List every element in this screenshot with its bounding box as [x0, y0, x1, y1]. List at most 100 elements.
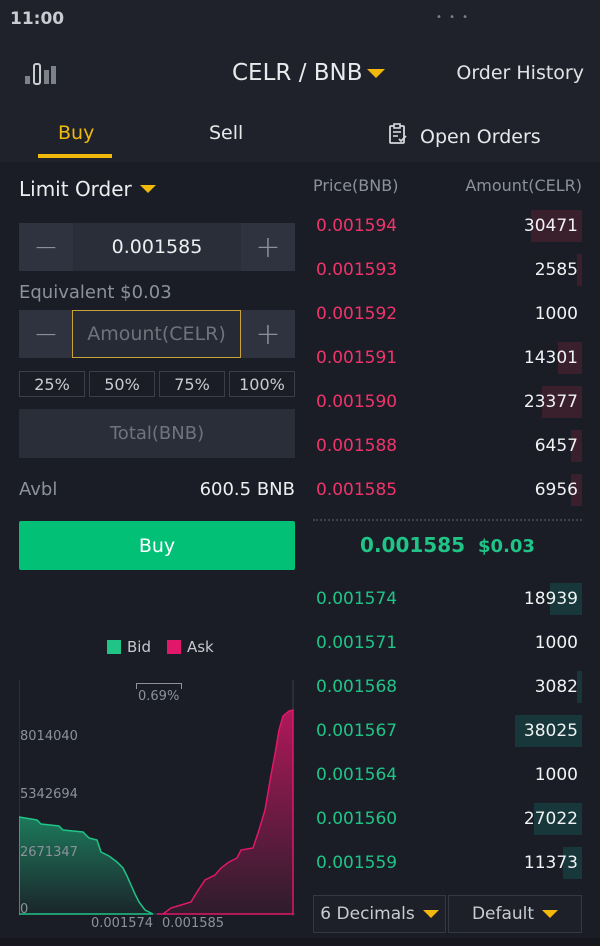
bid-depth-bar: [514, 715, 582, 747]
order-type-selector[interactable]: Limit Order: [19, 177, 156, 201]
price-input[interactable]: 0.001585: [111, 236, 203, 258]
ask-row[interactable]: 0.001591 14301: [313, 342, 582, 374]
ask-depth-bar: [576, 254, 582, 286]
total-input[interactable]: Total(BNB): [19, 409, 295, 458]
price-decrement-button[interactable]: −: [19, 223, 73, 271]
ask-swatch: [166, 640, 181, 654]
ask-amount: 14301: [523, 348, 578, 368]
bid-amount: 18939: [523, 589, 578, 609]
tab-open-orders[interactable]: Open Orders: [386, 122, 541, 151]
ask-price: 0.001592: [316, 304, 398, 324]
bid-depth-bar: [533, 803, 582, 835]
tab-buy[interactable]: Buy: [58, 122, 95, 144]
bid-row[interactable]: 0.001568 3082: [313, 671, 582, 703]
bid-row[interactable]: 0.001574 18939: [313, 583, 582, 615]
price-increment-button[interactable]: +: [241, 223, 295, 271]
tab-sell[interactable]: Sell: [209, 122, 244, 144]
chart-icon[interactable]: [24, 60, 58, 86]
clipboard-icon: [386, 122, 410, 151]
view-mode-selector[interactable]: Default: [448, 895, 582, 933]
bid-amount: 11373: [523, 853, 578, 873]
orderbook-price-header: Price(BNB): [313, 176, 399, 195]
bid-amount: 1000: [534, 633, 578, 653]
tab-open-orders-label: Open Orders: [420, 125, 541, 148]
bid-price: 0.001568: [316, 677, 398, 697]
bid-row[interactable]: 0.001559 11373: [313, 847, 582, 879]
bid-price: 0.001571: [316, 633, 398, 653]
decimals-selector[interactable]: 6 Decimals: [313, 895, 446, 933]
ask-row[interactable]: 0.001594 30471: [313, 210, 582, 242]
y-tick-label: 0: [20, 902, 29, 917]
last-price-usd: $0.03: [478, 536, 535, 557]
pair-selector[interactable]: CELR / BNB: [232, 60, 385, 86]
chevron-down-icon: [542, 910, 559, 918]
ask-amount: 6457: [534, 436, 578, 456]
chevron-down-icon: [139, 185, 156, 193]
bid-depth-bar: [576, 671, 582, 703]
order-type-label: Limit Order: [19, 177, 132, 201]
equivalent-value: Equivalent $0.03: [19, 282, 172, 303]
ask-amount: 1000: [534, 304, 578, 324]
bid-row[interactable]: 0.001564 1000: [313, 759, 582, 791]
pair-label: CELR / BNB: [232, 60, 363, 86]
ask-depth-bar: [571, 430, 582, 462]
spread-bracket: [136, 683, 182, 689]
available-value: 600.5 BNB: [199, 479, 295, 500]
order-history-link[interactable]: Order History: [456, 62, 584, 84]
tab-buy-indicator: [38, 154, 112, 158]
amount-decrement-button[interactable]: −: [19, 310, 73, 358]
view-mode-label: Default: [471, 904, 535, 924]
bid-price: 0.001559: [316, 853, 398, 873]
depth-chart[interactable]: [18, 680, 295, 918]
ask-row[interactable]: 0.001592 1000: [313, 298, 582, 330]
last-price-value: 0.001585: [360, 533, 466, 557]
amount-input[interactable]: Amount(CELR): [72, 310, 241, 358]
bid-price: 0.001560: [316, 809, 398, 829]
percent-25-button[interactable]: 25%: [19, 371, 85, 397]
depth-legend: Bid Ask: [107, 638, 222, 656]
status-indicator: • • •: [436, 12, 471, 23]
ask-depth-bar: [541, 386, 582, 418]
buy-button[interactable]: Buy: [19, 521, 295, 570]
bid-price: 0.001567: [316, 721, 398, 741]
percent-buttons: 25% 50% 75% 100%: [19, 371, 295, 397]
bid-amount: 27022: [523, 809, 578, 829]
bottom-edge: [0, 938, 600, 946]
price-stepper: − 0.001585 +: [19, 223, 295, 271]
ask-depth-bar: [557, 342, 582, 374]
ask-price: 0.001588: [316, 436, 398, 456]
ask-price: 0.001594: [316, 216, 398, 236]
decimals-label: 6 Decimals: [320, 904, 415, 924]
y-tick-label: 8014040: [20, 729, 78, 744]
percent-75-button[interactable]: 75%: [159, 371, 225, 397]
bid-row[interactable]: 0.001560 27022: [313, 803, 582, 835]
orderbook-amount-header: Amount(CELR): [465, 176, 582, 195]
percent-100-button[interactable]: 100%: [229, 371, 295, 397]
ask-price: 0.001593: [316, 260, 398, 280]
status-bar: 11:00 • • •: [0, 0, 600, 40]
ask-depth-area: [157, 709, 294, 915]
ask-row[interactable]: 0.001590 23377: [313, 386, 582, 418]
ask-row[interactable]: 0.001593 2585: [313, 254, 582, 286]
x-tick-label: 0.001574: [91, 916, 154, 931]
last-price[interactable]: 0.001585 $0.03: [313, 533, 582, 557]
ask-amount: 2585: [534, 260, 578, 280]
bid-row[interactable]: 0.001567 38025: [313, 715, 582, 747]
amount-increment-button[interactable]: +: [241, 310, 295, 358]
status-time: 11:00: [10, 9, 65, 29]
bid-depth-area: [18, 816, 154, 915]
ask-row[interactable]: 0.001588 6457: [313, 430, 582, 462]
bid-depth-bar: [563, 847, 582, 879]
percent-50-button[interactable]: 50%: [89, 371, 155, 397]
bid-swatch: [107, 640, 121, 654]
ask-price: 0.001585: [316, 480, 398, 500]
bid-row[interactable]: 0.001571 1000: [313, 627, 582, 659]
orderbook-divider: [313, 519, 582, 521]
y-tick-label: 5342694: [20, 787, 78, 802]
bid-price: 0.001564: [316, 765, 398, 785]
bid-amount: 1000: [534, 765, 578, 785]
ask-row[interactable]: 0.001585 6956: [313, 474, 582, 506]
bid-price: 0.001574: [316, 589, 398, 609]
amount-stepper: − Amount(CELR) +: [19, 310, 295, 358]
ask-amount: 30471: [523, 216, 578, 236]
